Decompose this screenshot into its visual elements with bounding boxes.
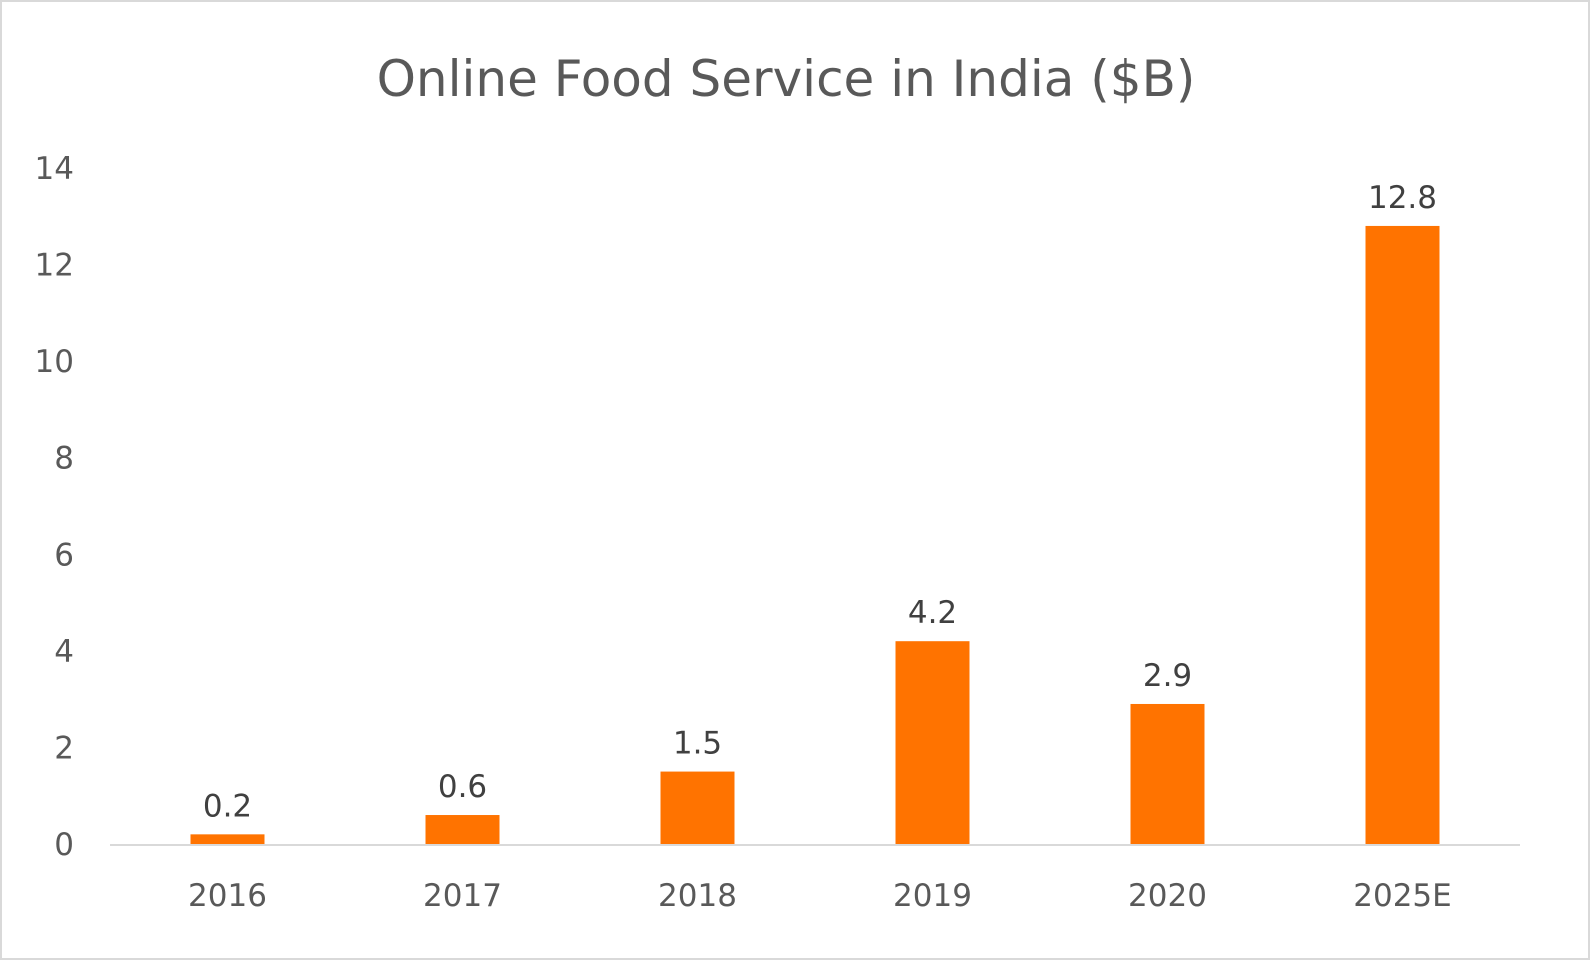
y-tick-label: 2 [54,730,74,766]
x-tick-label: 2025E [1353,878,1451,914]
data-label: 1.5 [673,726,722,762]
x-tick-label: 2019 [893,878,972,914]
bars [190,225,1440,844]
y-tick-label: 10 [35,344,74,380]
bar-2020 [1130,703,1205,844]
y-tick-label: 14 [35,151,74,187]
y-tick-label: 8 [54,441,74,477]
data-label: 0.2 [203,788,252,824]
x-tick-label: 2018 [658,878,737,914]
x-tick-label: 2017 [423,878,502,914]
y-tick-label: 0 [54,827,74,863]
bar-2017 [425,815,500,844]
data-label: 4.2 [908,595,957,631]
bar-2016 [190,834,265,844]
x-tick-label: 2020 [1128,878,1207,914]
data-label: 12.8 [1368,180,1437,216]
bar-2025e [1365,225,1440,844]
data-label: 2.9 [1143,658,1192,694]
chart-title: Online Food Service in India ($B) [377,50,1196,108]
bar-2018 [660,771,735,844]
data-label: 0.6 [438,769,487,805]
y-axis-ticks: 0 2 4 6 8 10 12 14 [35,151,74,863]
y-tick-label: 4 [54,634,74,670]
x-tick-label: 2016 [188,878,267,914]
bar-2019 [895,641,970,844]
data-labels: 0.2 0.6 1.5 4.2 2.9 12.8 [203,180,1437,824]
x-axis-ticks: 2016 2017 2018 2019 2020 2025E [188,878,1452,914]
y-tick-label: 6 [54,537,74,573]
y-tick-label: 12 [35,248,74,284]
